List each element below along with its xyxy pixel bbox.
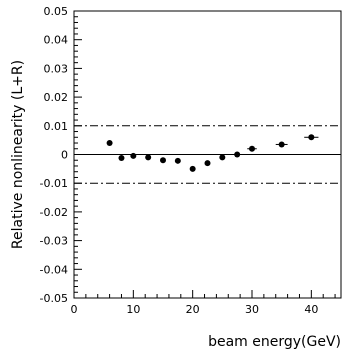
data-point [204,160,211,167]
x-tick-labels: 0 10 20 30 40 [71,303,319,316]
x-tick-label: 20 [186,303,200,316]
x-tick-label: 10 [126,303,140,316]
y-tick-labels: -0.05 -0.04 -0.03 -0.02 -0.01 0 0.01 0.02 0.03 0.… [40,5,68,305]
x-tick-label: 40 [304,303,318,316]
reference-lines [74,125,341,184]
axis-ticks [73,10,336,299]
y-tick-label: -0.04 [40,263,68,276]
y-tick-label: 0 [61,149,68,162]
y-tick-label: -0.01 [40,177,68,190]
data-point [278,141,285,148]
data-point [234,151,241,158]
data-point [160,157,166,164]
data-point [308,134,315,141]
y-axis-title: Relative nonlinearity (L+R) [10,60,26,249]
x-tick-label: 0 [71,303,78,316]
data-point [249,145,255,152]
y-tick-label: 0.05 [44,5,69,18]
y-tick-label: 0.02 [44,91,69,104]
y-tick-label: 0.01 [44,120,69,133]
data-point [106,140,113,147]
data-points [106,134,319,172]
x-axis-title: beam energy(GeV) [208,334,341,350]
y-tick-label: -0.05 [40,292,68,305]
y-tick-label: -0.02 [40,206,68,219]
data-point [189,165,196,172]
y-tick-label: 0.04 [44,34,69,47]
x-tick-label: 30 [245,303,259,316]
data-point [130,152,137,159]
data-point [145,154,152,161]
data-point [174,157,181,164]
y-tick-label: 0.03 [44,62,69,75]
data-point [219,154,226,161]
y-tick-label: -0.03 [40,235,68,248]
data-point [118,154,125,161]
